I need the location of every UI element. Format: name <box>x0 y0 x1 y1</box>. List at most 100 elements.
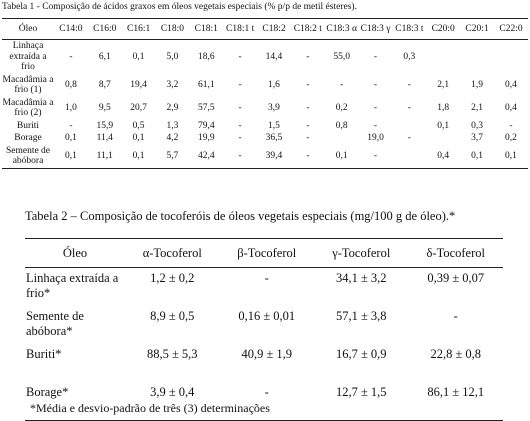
cell: - <box>306 133 310 143</box>
cell: 34,1 ± 3,2 <box>335 271 387 285</box>
cell: 40,9 ± 1,9 <box>241 347 293 361</box>
cell <box>392 145 426 169</box>
table-body: Linhaça extraída a frio - 6,1 0,1 5,0 18,6 - 14… <box>2 40 528 169</box>
fatty-acid-table: Óleo C14:0 C16:0 C16:1 C18:0 C18:1 C18:1 t C18:… <box>2 18 528 169</box>
cell: 88,5 ± 5,3 <box>146 347 198 361</box>
cell: - <box>373 51 378 62</box>
cell: - <box>238 51 242 62</box>
cell: 0,1 <box>505 150 517 161</box>
cell: 1,3 <box>166 120 179 131</box>
row-label: Macadâmia a frio (1) <box>2 74 54 96</box>
header-cell: C18:3 γ <box>358 18 393 40</box>
cell: 12,7 ± 1,5 <box>335 385 387 399</box>
cell <box>494 40 528 74</box>
cell: - <box>373 79 378 90</box>
cell: 55,0 <box>333 51 350 62</box>
cell: - <box>407 79 411 90</box>
cell: 0,8 <box>335 120 348 131</box>
cell: 0,8 <box>64 79 77 90</box>
row: Borage 0,1 11,4 0,1 4,2 19,9 - 36,5 - 19,0 - 3,7 0,2 <box>2 132 528 145</box>
table-body: Linhaça extraída a frio* 1,2 ± 0,2 - 34,1 ±… <box>25 268 503 421</box>
cell: 8,9 ± 0,5 <box>150 309 195 323</box>
header-cell: C16:0 <box>87 18 122 40</box>
header-row: Óleo C14:0 C16:0 C16:1 C18:0 C18:1 C18:1 t C18:… <box>2 18 528 40</box>
table-title: Tabela 1 - Composição de ácidos graxos e… <box>2 2 357 12</box>
cell: - <box>264 385 269 399</box>
header-cell: C18:2 t <box>290 18 325 40</box>
cell: 19,9 <box>197 133 215 143</box>
cell: - <box>238 120 242 131</box>
cell: 16,7 ± 0,9 <box>335 347 387 361</box>
cell: 0,3 <box>403 51 416 62</box>
cell: 0,1 <box>132 133 145 143</box>
row-label: Buriti* <box>26 347 62 361</box>
row-label: Borage <box>14 133 42 143</box>
cell: - <box>238 102 242 113</box>
cell: 0,1 <box>335 150 348 161</box>
cell: 79,4 <box>197 120 215 131</box>
row: Semente de abóbora* 8,9 ± 0,5 0,16 ± 0,01 5… <box>25 306 503 344</box>
header-cell: C16:1 <box>121 18 156 40</box>
cell: 0,16 ± 0,01 <box>238 309 296 323</box>
cell: - <box>453 309 458 323</box>
cell: - <box>306 51 310 62</box>
cell: - <box>373 150 378 161</box>
table-header: Óleo α-Tocoferol β-Tocoferol γ-Tocoferol δ-T… <box>25 238 503 268</box>
cell: 11,4 <box>96 133 113 143</box>
cell: 39,4 <box>265 150 283 161</box>
cell: 36,5 <box>265 133 283 143</box>
cell: 3,2 <box>166 79 179 90</box>
row-label: Semente de abóbora* <box>26 309 84 338</box>
cell: 57,5 <box>197 102 215 113</box>
row: Macadâmia a frio (2) 1,0 9,5 20,7 2,9 57,5 - 3,… <box>2 97 528 120</box>
cell: - <box>306 150 310 161</box>
header-cell: C14:0 <box>54 18 88 40</box>
header-cell: C20:0 <box>426 18 461 40</box>
row: Buriti - 15,9 0,5 1,3 79,4 - 1,5 - 0,8 - 0,1 0,3 - <box>2 120 528 133</box>
cell: - <box>238 133 242 143</box>
cell: 1,9 <box>471 79 483 90</box>
cell: 14,4 <box>265 51 283 62</box>
header-row: Óleo α-Tocoferol β-Tocoferol γ-Tocoferol δ-T… <box>25 238 503 268</box>
cell: 2,9 <box>166 102 179 113</box>
header-cell: C18:3 t <box>392 18 427 40</box>
header-cell: C18:1 t <box>223 18 258 40</box>
cell: - <box>306 120 310 131</box>
cell <box>426 132 460 145</box>
row-label: Macadâmia a frio (2) <box>2 97 54 119</box>
cell: 0,2 <box>505 133 517 143</box>
cell: 57,1 ± 3,8 <box>335 309 387 323</box>
cell: 18,6 <box>197 51 215 62</box>
cell: 0,3 <box>471 120 483 131</box>
cell: 1,6 <box>268 79 280 90</box>
header-cell: C18:2 <box>257 18 291 40</box>
cell: - <box>509 120 513 131</box>
header-cell: Óleo <box>2 18 54 40</box>
row-label: Buriti <box>16 120 40 131</box>
row: Semente de abóbora 0,1 11,1 0,1 5,7 42,4 - 39,4… <box>2 145 528 169</box>
header-cell: C18:0 <box>155 18 190 40</box>
cell <box>426 40 460 74</box>
cell: 0,1 <box>471 150 483 161</box>
cell: 0,1 <box>132 150 145 161</box>
cell: 1,2 ± 0,2 <box>150 271 195 285</box>
cell: 0,2 <box>335 102 348 113</box>
cell: - <box>306 79 310 90</box>
header-cell: γ-Tocoferol <box>314 238 409 268</box>
row-label: Linhaça extraída a frio* <box>26 271 119 300</box>
cell: 5,7 <box>166 150 179 161</box>
cell <box>325 132 359 145</box>
cell: 4,2 <box>166 133 179 143</box>
cell: - <box>340 79 344 90</box>
cell <box>392 120 426 133</box>
cell: 3,7 <box>471 133 483 143</box>
cell: 3,9 <box>268 102 280 113</box>
cell: 9,5 <box>98 102 111 113</box>
cell: 1,0 <box>64 102 77 113</box>
header-cell: C18:1 <box>189 18 224 40</box>
row-label: Borage* <box>26 385 69 399</box>
cell: 0,5 <box>132 120 145 131</box>
cell: 0,4 <box>505 102 517 113</box>
header-cell: δ-Tocoferol <box>408 238 503 268</box>
